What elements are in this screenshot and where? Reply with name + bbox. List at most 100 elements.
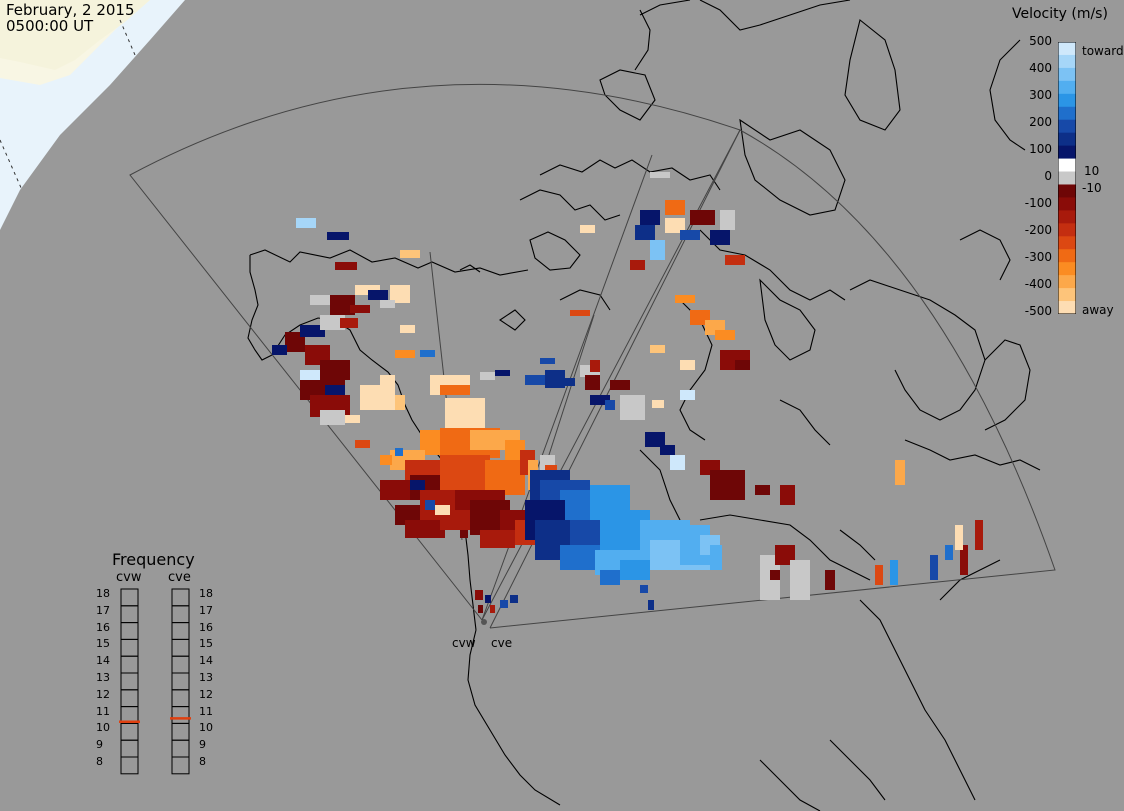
velocity-cell bbox=[296, 218, 316, 228]
frequency-title: Frequency bbox=[112, 550, 195, 569]
velocity-cell bbox=[640, 210, 660, 225]
velocity-tick-label: 300 bbox=[1029, 88, 1052, 102]
colorbar-segment bbox=[1058, 119, 1076, 134]
velocity-cell bbox=[650, 172, 670, 178]
velocity-cell bbox=[735, 360, 750, 370]
velocity-cell bbox=[650, 240, 665, 260]
velocity-cell bbox=[420, 350, 435, 357]
velocity-cell bbox=[272, 345, 287, 355]
frequency-right-number: 13 bbox=[199, 671, 213, 684]
velocity-cell bbox=[320, 410, 345, 425]
frequency-right-number: 10 bbox=[199, 721, 213, 735]
colorbar-segment bbox=[1058, 54, 1076, 69]
velocity-scale-title: Velocity (m/s) bbox=[1012, 6, 1108, 22]
velocity-tick-label: -100 bbox=[1024, 196, 1052, 210]
velocity-cell bbox=[600, 570, 620, 585]
velocity-cell bbox=[895, 460, 905, 485]
velocity-cell bbox=[395, 350, 415, 358]
velocity-cell bbox=[320, 315, 345, 330]
daylight-region bbox=[0, 0, 185, 230]
velocity-cell bbox=[590, 360, 600, 372]
velocity-cell bbox=[525, 375, 550, 385]
velocity-tick-label: -300 bbox=[1024, 250, 1052, 264]
velocity-cell bbox=[670, 455, 685, 470]
velocity-tick-label: 100 bbox=[1029, 142, 1052, 156]
velocity-cell bbox=[930, 555, 938, 580]
frequency-left-label: cvw bbox=[116, 570, 142, 585]
velocity-cell bbox=[715, 330, 735, 340]
frequency-left-number: 11 bbox=[96, 704, 110, 718]
frequency-right-number: 18 bbox=[199, 587, 213, 600]
frequency-right-label: cve bbox=[168, 570, 191, 585]
colorbar-segment bbox=[1058, 197, 1076, 211]
velocity-cell bbox=[620, 395, 645, 420]
velocity-cell bbox=[680, 360, 695, 370]
velocity-cell bbox=[710, 470, 745, 500]
velocity-cell bbox=[665, 200, 685, 215]
velocity-cell bbox=[710, 545, 722, 570]
velocity-cell bbox=[648, 600, 654, 610]
velocity-cell bbox=[440, 455, 490, 490]
velocity-cell bbox=[665, 218, 685, 233]
inner-positive-label: 10 bbox=[1084, 164, 1100, 178]
velocity-colorbar bbox=[1058, 42, 1076, 314]
velocity-cell bbox=[630, 260, 645, 270]
velocity-cell bbox=[395, 395, 405, 410]
velocity-cell bbox=[368, 290, 388, 300]
velocity-cell bbox=[570, 310, 590, 316]
velocity-cell bbox=[755, 485, 770, 495]
velocity-cell bbox=[320, 360, 350, 380]
velocity-cell bbox=[650, 345, 665, 353]
colorbar-segment bbox=[1058, 132, 1076, 147]
velocity-tick-label: 0 bbox=[1044, 169, 1052, 183]
velocity-cells bbox=[272, 172, 983, 613]
velocity-cell bbox=[585, 375, 600, 390]
frequency-left-number: 17 bbox=[96, 603, 110, 617]
colorbar-segment bbox=[1058, 236, 1076, 250]
velocity-cell bbox=[640, 585, 648, 593]
velocity-cell bbox=[327, 232, 349, 240]
velocity-cell bbox=[490, 605, 495, 613]
velocity-cell bbox=[540, 358, 555, 364]
velocity-cell bbox=[380, 300, 395, 308]
velocity-cell bbox=[560, 545, 600, 570]
velocity-cell bbox=[485, 595, 491, 603]
toward-label: toward bbox=[1082, 44, 1124, 58]
velocity-tick-label: 200 bbox=[1029, 115, 1052, 129]
velocity-cell bbox=[620, 560, 650, 580]
velocity-cell bbox=[945, 545, 953, 560]
frequency-left-number: 8 bbox=[96, 755, 103, 768]
away-label: away bbox=[1082, 303, 1114, 317]
frequency-left-number: 9 bbox=[96, 738, 103, 752]
colorbar-segment bbox=[1058, 184, 1076, 199]
velocity-cell bbox=[340, 318, 358, 328]
velocity-cell bbox=[690, 210, 715, 225]
frequency-right-number: 15 bbox=[199, 637, 213, 651]
velocity-cell bbox=[350, 305, 370, 313]
radar-site-marker bbox=[481, 619, 487, 625]
velocity-cell bbox=[580, 225, 595, 233]
velocity-cell bbox=[480, 372, 495, 380]
colorbar-segment bbox=[1058, 80, 1076, 95]
velocity-cell bbox=[710, 230, 730, 245]
colorbar-segment bbox=[1058, 106, 1076, 121]
velocity-cell bbox=[645, 432, 665, 447]
velocity-cell bbox=[500, 600, 508, 608]
velocity-cell bbox=[440, 385, 470, 395]
velocity-cell bbox=[635, 225, 655, 240]
colorbar-segment bbox=[1058, 210, 1076, 224]
velocity-cell bbox=[975, 520, 983, 550]
colorbar-segment bbox=[1058, 249, 1076, 263]
velocity-cell bbox=[310, 295, 340, 305]
time-label: 0500:00 UT bbox=[6, 17, 94, 35]
colorbar-segment bbox=[1058, 301, 1076, 314]
velocity-cell bbox=[675, 295, 695, 303]
frequency-left-number: 10 bbox=[96, 721, 110, 735]
site-label-west: cvw bbox=[452, 636, 476, 650]
frequency-right-number: 9 bbox=[199, 738, 206, 752]
frequency-left-number: 13 bbox=[96, 671, 110, 684]
frequency-left-number: 14 bbox=[96, 654, 110, 668]
velocity-cell bbox=[355, 440, 370, 448]
